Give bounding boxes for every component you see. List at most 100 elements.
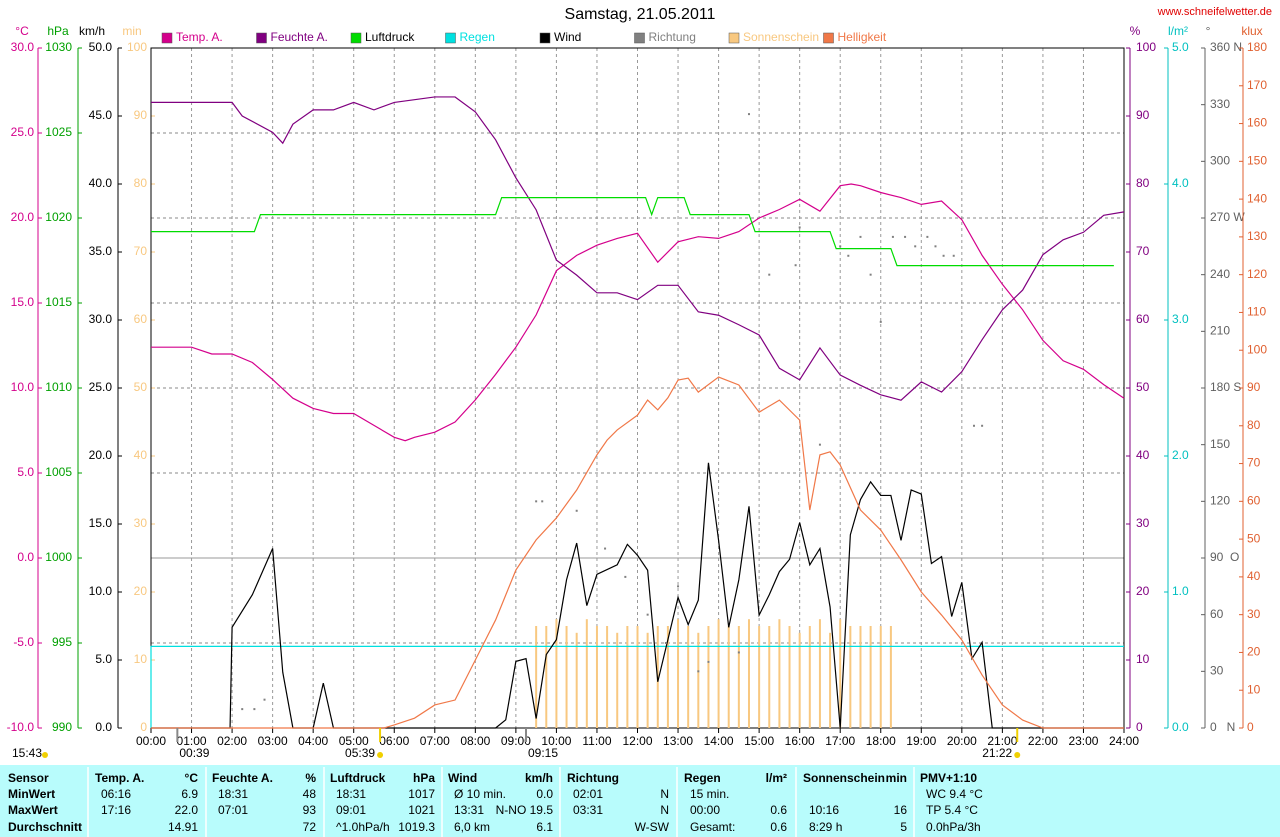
x-tick-label: 14:00 (704, 734, 734, 748)
table-cell: 0.0 (536, 787, 553, 801)
direction-dot (798, 226, 801, 229)
table-unit: % (305, 771, 316, 785)
sunshine-bar (565, 626, 568, 728)
x-tick-label: 12:00 (622, 734, 652, 748)
y-tick-label: 25.0 (11, 125, 35, 139)
direction-dot (541, 500, 544, 503)
sunshine-bar (636, 626, 639, 728)
table-cell: N-NO 19.5 (496, 803, 554, 817)
axis-unit: % (1130, 24, 1141, 38)
x-tick-label: 05:00 (339, 734, 369, 748)
direction-dot (942, 254, 945, 257)
annotation: 05:39 (345, 746, 375, 760)
series-line (151, 197, 1114, 267)
legend-label: Luftdruck (365, 30, 415, 44)
sunshine-bar (626, 626, 629, 728)
y-tick-label: 35.0 (89, 244, 113, 258)
x-tick-label: 23:00 (1068, 734, 1098, 748)
table-header: PMV+1:10 (920, 771, 977, 785)
x-tick-label: 20:00 (947, 734, 977, 748)
y-tick-label: 70 (134, 244, 148, 258)
sunshine-bar (545, 626, 548, 728)
sunshine-bar (717, 619, 720, 728)
x-tick-label: 18:00 (866, 734, 896, 748)
sunshine-bar (869, 626, 872, 728)
table-header: Temp. A. (95, 771, 144, 785)
x-tick-label: 00:00 (136, 734, 166, 748)
direction-dot (952, 254, 955, 257)
table-cell: 6.1 (536, 820, 553, 834)
legend-swatch (539, 32, 551, 44)
direction-dot (847, 254, 850, 257)
table-cell: 0.6 (770, 820, 787, 834)
table-cell: 18:31 (218, 787, 248, 801)
y-tick-label: 0.0 (1172, 720, 1189, 734)
direction-dot (926, 235, 929, 238)
y-tick-label: 1.0 (1172, 584, 1189, 598)
y-tick-label: 300 (1210, 154, 1230, 168)
y-tick-label: 100 (1136, 40, 1156, 54)
y-tick-label: 990 (52, 720, 72, 734)
x-tick-label: 09:00 (501, 734, 531, 748)
y-tick-label: 60 (1247, 494, 1261, 508)
annotation-icon (1014, 752, 1021, 758)
table-cell: 93 (303, 803, 317, 817)
y-tick-label: 50 (1136, 380, 1150, 394)
y-tick-label: 150 (1247, 154, 1267, 168)
legend-label: Temp. A. (176, 30, 223, 44)
y-tick-label: 180 (1247, 40, 1267, 54)
sunshine-bar (879, 626, 882, 728)
y-tick-label: 80 (1136, 176, 1150, 190)
y-tick-label: 140 (1247, 191, 1267, 205)
y-tick-label: 10 (134, 652, 148, 666)
x-tick-label: 08:00 (460, 734, 490, 748)
table-cell: 48 (303, 787, 317, 801)
y-tick-label: -5.0 (13, 635, 34, 649)
table-cell: W-SW (635, 820, 670, 834)
annotation: 15:43 (12, 746, 42, 760)
y-tick-label: 330 (1210, 97, 1230, 111)
sunshine-bar (535, 626, 538, 728)
legend-label: Wind (554, 30, 581, 44)
y-tick-label: 80 (1247, 418, 1261, 432)
direction-dot (981, 424, 984, 427)
y-tick-label: 80 (134, 176, 148, 190)
x-tick-label: 24:00 (1109, 734, 1139, 748)
x-tick-label: 21:00 (987, 734, 1017, 748)
direction-dot (818, 443, 821, 446)
table-cell: 16 (894, 803, 908, 817)
y-tick-label: 45.0 (89, 108, 113, 122)
table-cell: 8:29 h (809, 820, 842, 834)
direction-dot (879, 320, 882, 323)
series-line (151, 183, 1125, 442)
legend-label: Regen (460, 30, 495, 44)
y-tick-label: 120 (1210, 494, 1230, 508)
y-tick-label: 30 (1247, 607, 1261, 621)
y-tick-label: 20 (1136, 584, 1150, 598)
x-tick-label: 02:00 (217, 734, 247, 748)
y-tick-label: 210 (1210, 324, 1230, 338)
sunshine-bar (829, 632, 832, 728)
y-tick-label: 995 (52, 635, 72, 649)
legend-label: Feuchte A. (271, 30, 328, 44)
table-cell: N (660, 803, 669, 817)
legend-label: Helligkeit (838, 30, 887, 44)
sunshine-bar (677, 619, 680, 728)
annotation: 00:39 (179, 746, 209, 760)
y-tick-label: 50 (134, 380, 148, 394)
direction-dot (624, 575, 627, 578)
y-tick-label: 15.0 (89, 516, 113, 530)
y-tick-label: 15.0 (11, 295, 35, 309)
table-cell: 6,0 km (454, 820, 490, 834)
sunshine-bar (859, 626, 862, 728)
axis-unit: klux (1241, 24, 1262, 38)
direction-dot (737, 651, 740, 654)
y-tick-label: 0.0 (17, 550, 34, 564)
table-background (0, 765, 1280, 837)
y-tick-label: 360 N (1210, 40, 1242, 54)
direction-dot (664, 642, 667, 644)
sunshine-bar (849, 626, 852, 728)
sunshine-bar (818, 619, 821, 728)
y-tick-label: 20.0 (89, 448, 113, 462)
table-header: Sensor (8, 771, 49, 785)
